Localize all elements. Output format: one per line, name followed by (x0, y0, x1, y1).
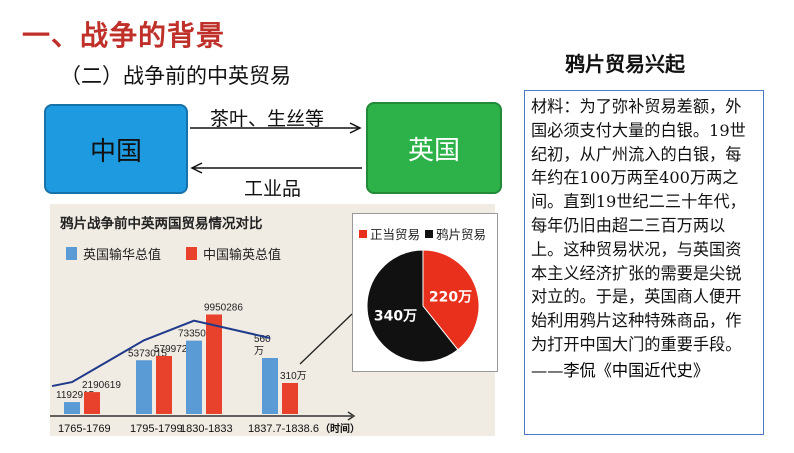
bar-value-label: 560 (254, 334, 271, 345)
arrow-to-china-head (190, 162, 203, 174)
uk-label: 英国 (407, 135, 460, 166)
bar (186, 340, 202, 414)
x-tick-label: 1837.7-1838.6 (248, 423, 319, 435)
chart-title: 鸦片战争前中英两国贸易情况对比 (60, 216, 263, 232)
legend-label-china: 中国输英总值 (203, 248, 282, 263)
bar (136, 360, 152, 414)
bar-value-label: 万 (254, 346, 264, 357)
pie-legend-label-opium: 鸦片贸易 (436, 227, 487, 242)
arrow-to-uk-head (349, 122, 362, 134)
legend-label-britain: 英国输华总值 (83, 248, 162, 263)
x-axis-arrow (347, 411, 356, 421)
pie-legend-label-legal: 正当贸易 (370, 227, 421, 242)
x-tick-label: 1795-1799 (130, 423, 183, 435)
china-label: 中国 (89, 136, 142, 167)
side-title: 鸦片贸易兴起 (565, 52, 685, 76)
export-goods-label: 茶叶、生丝等 (210, 108, 325, 130)
bar (206, 314, 222, 414)
bar (282, 383, 298, 414)
pie-legend-red-swatch (359, 229, 367, 238)
sub-heading: （二）战争前的中英贸易 (60, 64, 291, 88)
pie-slice (422, 249, 480, 351)
x-tick-label: 1830-1833 (180, 423, 233, 435)
pie-chart: 220万 340万 (366, 249, 480, 363)
bar-value-label: 1192915 (56, 390, 95, 401)
legend-swatch-blue (66, 247, 77, 260)
bar (84, 392, 100, 414)
quote-text: 材料：为了弥补贸易差额，外国必须支付大量的白银。19世纪初，从广州流入的白银，每… (531, 97, 746, 354)
legend-swatch-red (186, 247, 197, 260)
pie-legend: 正当贸易 鸦片贸易 (359, 224, 486, 243)
x-axis-label: （时间） (320, 422, 360, 435)
pie-slice-label: 220万 (429, 289, 472, 305)
bar (64, 402, 80, 414)
import-goods-label: 工业品 (244, 178, 302, 200)
bar (156, 356, 172, 414)
pie-panel: 正当贸易 鸦片贸易 220万 340万 (352, 213, 498, 372)
pie-legend-black-swatch (425, 229, 434, 238)
quote-box: 材料：为了弥补贸易差额，外国必须支付大量的白银。19世纪初，从广州流入的白银，每… (524, 90, 764, 435)
trade-arrows (190, 122, 362, 174)
pie-slice-label: 340万 (374, 309, 417, 325)
bar (262, 358, 278, 414)
bar-value-label: 5799722 (154, 344, 193, 355)
uk-node: 英国 (366, 102, 502, 194)
bar-value-label: 2190619 (82, 380, 121, 391)
bar-value-label: 310万 (280, 371, 307, 382)
x-tick-label: 1765-1769 (58, 423, 111, 435)
bar-value-label: 5373015 (128, 348, 167, 359)
section-heading: 一、战争的背景 (22, 19, 226, 52)
legend-item-china: 中国输英总值 (186, 244, 281, 263)
trend-line (51, 319, 271, 388)
quote-source: ——李侃《中国近代史》 (531, 360, 710, 380)
pie-slice (366, 249, 459, 363)
bar-value-label: 9950286 (204, 302, 243, 313)
legend-item-britain: 英国输华总值 (66, 244, 161, 263)
pointer-line (299, 313, 353, 365)
china-node: 中国 (44, 104, 188, 194)
bar-value-label: 7335023 (178, 329, 217, 340)
